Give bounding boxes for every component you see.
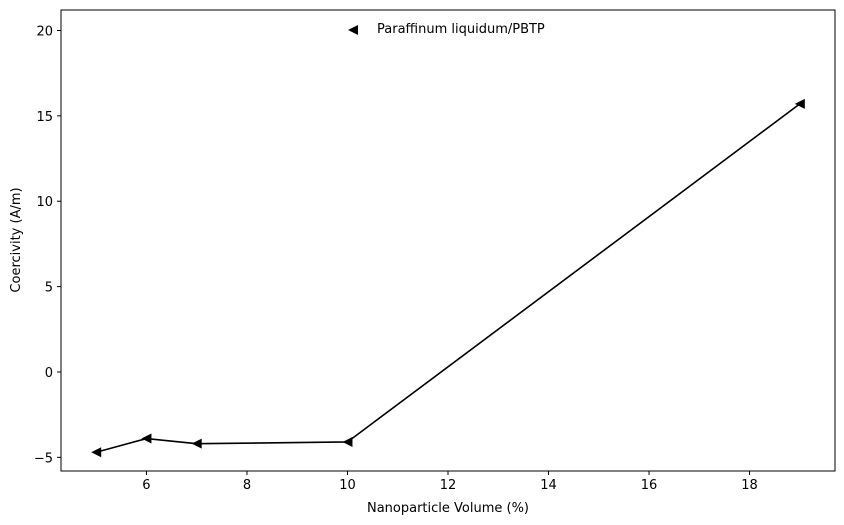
data-point — [91, 447, 102, 458]
x-tick-label: 16 — [641, 478, 658, 493]
y-tick-label: 10 — [36, 195, 53, 210]
y-axis-label: Coercivity (A/m) — [9, 187, 24, 292]
plot-frame — [60, 9, 836, 472]
y-axis-ticks: −5 0 5 10 15 20 — [34, 24, 61, 466]
legend-label: Paraffinum liquidum/PBTP — [377, 22, 545, 37]
y-tick-label: 20 — [36, 24, 53, 39]
legend-marker-icon — [348, 25, 358, 35]
y-tick-label: 15 — [36, 110, 53, 125]
data-point — [191, 438, 202, 449]
x-tick-label: 6 — [142, 478, 150, 493]
x-tick-label: 12 — [440, 478, 457, 493]
x-tick-label: 14 — [540, 478, 557, 493]
data-point — [342, 436, 353, 447]
data-point — [141, 433, 152, 444]
legend: Paraffinum liquidum/PBTP — [348, 22, 545, 37]
x-tick-label: 8 — [243, 478, 251, 493]
x-tick-label: 10 — [339, 478, 356, 493]
y-tick-label: 5 — [45, 281, 53, 296]
x-axis-ticks: 6 8 10 12 14 16 18 — [142, 471, 758, 493]
x-axis-label: Nanoparticle Volume (%) — [367, 501, 529, 516]
y-tick-label: −5 — [34, 451, 53, 466]
data-point — [794, 98, 805, 109]
x-tick-label: 18 — [741, 478, 758, 493]
plot-background — [61, 10, 835, 471]
y-tick-label: 0 — [45, 366, 53, 381]
series-layer — [91, 98, 805, 458]
